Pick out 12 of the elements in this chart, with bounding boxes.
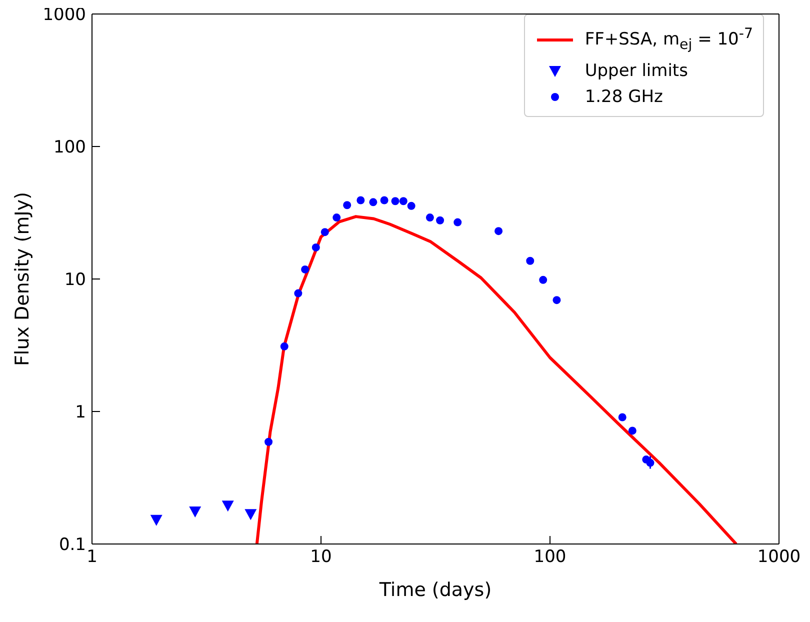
x-tick-label: 10 — [310, 547, 332, 568]
x-tick-label: 1000 — [757, 547, 801, 568]
y-tick-label: 1 — [75, 402, 86, 423]
y-tick-label: 10 — [64, 270, 86, 290]
y-axis-title: Flux Density (mJy) — [12, 192, 34, 366]
legend-label: 1.28 GHz — [584, 86, 663, 110]
legend-label: Upper limits — [584, 60, 688, 84]
y-tick-label: 100 — [54, 138, 86, 158]
y-tick-label: 0.1 — [58, 535, 86, 556]
x-tick-label: 100 — [534, 547, 566, 568]
legend-label: FF+SSA, m$_{ej}$ = 10$^{-7}$ — [584, 25, 753, 56]
x-axis-title: Time (days) — [378, 579, 492, 601]
